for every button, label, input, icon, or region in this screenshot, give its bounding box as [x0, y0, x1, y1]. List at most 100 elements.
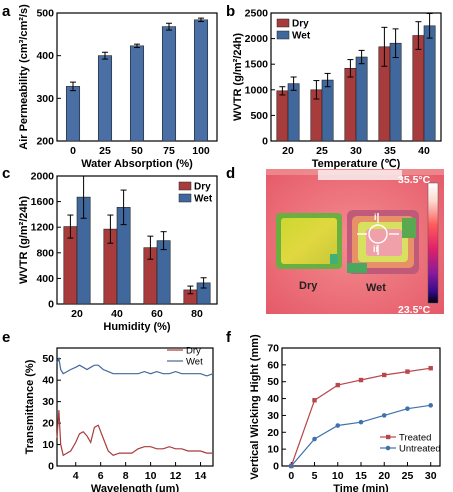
chart-f-point-untreated [428, 403, 434, 408]
chart-a-xtick-label: 0 [70, 145, 76, 157]
chart-c-legend-swatch-wet [178, 193, 192, 203]
chart-e-legend-label: Wet [186, 357, 203, 368]
chart-b-xtick-label: 40 [418, 145, 430, 157]
chart-c-legend-swatch-dry [178, 181, 192, 191]
chart-e-xtick-label: 12 [170, 470, 182, 482]
chart-f-point-untreated [288, 463, 294, 469]
chart-c-xtick-label: 60 [151, 308, 163, 320]
chart-f-xlabel: Time (min) [333, 483, 389, 492]
chart-c-xlabel: Humidity (%) [103, 321, 171, 333]
chart-f-ytick-label: 50 [267, 376, 279, 388]
chart-c-ytick-label: 1200 [31, 222, 55, 234]
panel-label-f: f [226, 329, 232, 346]
chart-e-xlabel: Wavelength (μm) [91, 483, 180, 492]
wet-patch-center [366, 229, 402, 256]
chart-c-ytick-label: 2000 [31, 171, 55, 183]
chart-e-frame [56, 347, 214, 467]
chart-f-point-untreated [358, 419, 364, 425]
chart-a-bar-value [65, 86, 81, 142]
panel-label-a: a [2, 3, 11, 20]
chart-e-xtick-label: 6 [98, 470, 104, 482]
chart-f-point-untreated [405, 406, 410, 411]
thermal-hot-strip [318, 170, 402, 180]
chart-b-bar-wet [355, 56, 368, 142]
chart-f-xtick-label: 5 [312, 470, 318, 482]
marker-ii: ii [373, 244, 378, 254]
thermal-max-label: 35.5°C [398, 174, 431, 186]
chart-c-xtick-label: 40 [111, 308, 123, 320]
chart-f-ytick-label: 60 [267, 359, 279, 371]
chart-f-legend-marker [385, 445, 391, 451]
chart-f-ytick-label: 40 [267, 393, 279, 405]
panel-label-c: c [2, 165, 10, 182]
chart-f-point-untreated [381, 413, 387, 418]
chart-c-ytick-label: 0 [48, 299, 54, 311]
chart-f-point-treated [358, 377, 364, 383]
thermal-image: i ii Dry Wet 35.5°C 23.5°C [266, 169, 444, 316]
chart-b-ytick-label: 2000 [245, 33, 269, 45]
marker-i: i [374, 212, 377, 222]
chart-b-legend-label: Dry [292, 19, 309, 30]
chart-e-legend-label: Dry [186, 346, 201, 357]
chart-e-ytick-label: 30 [42, 396, 54, 408]
chart-a-ylabel: Air Permeability (cm³/cm²/s) [18, 4, 30, 150]
chart-f-point-treated [335, 382, 340, 388]
chart-b-xtick-label: 35 [384, 145, 396, 157]
chart-f-ytick-label: 20 [267, 427, 279, 439]
chart-e-ylabel: Transmittance (%) [24, 359, 36, 454]
chart-b-legend-swatch-dry [276, 18, 290, 28]
chart-e-series-line-dry [56, 410, 213, 457]
thermal-min-label: 23.5°C [398, 304, 431, 316]
chart-e-xtick-label: 4 [73, 470, 79, 482]
chart-a-xtick-label: 100 [192, 145, 210, 157]
chart-b-xtick-label: 20 [282, 145, 294, 157]
chart-a-ytick-label: 500 [36, 8, 54, 20]
chart-a-bar-value [161, 26, 177, 142]
chart-c-ytick-label: 1600 [31, 196, 55, 208]
chart-f-ytick-label: 10 [267, 444, 279, 456]
dry-patch [281, 218, 337, 264]
chart-c-xtick-label: 20 [71, 308, 83, 320]
chart-a-ytick-label: 300 [36, 93, 54, 105]
chart-b-wvtr-temperature: 0 500 1000 1500 2000 2500 20 25 30 35 40 Temperatur… [232, 8, 442, 170]
chart-a-xtick-label: 75 [163, 145, 175, 157]
chart-f-ylabel: Vertical Wicking Hight (mm) [249, 334, 261, 480]
chart-c-wvtr-humidity: 0 400 800 1200 1600 2000 20 40 60 80 Humidity (%) W… [18, 171, 218, 333]
chart-a-xtick-label: 50 [131, 145, 143, 157]
chart-e-ytick-label: 50 [42, 353, 54, 365]
chart-b-xlabel: Temperature (℃) [312, 158, 401, 170]
thermal-wet-label: Wet [366, 282, 386, 294]
chart-b-ytick-label: 500 [250, 110, 268, 122]
panel-label-b: b [226, 3, 235, 20]
chart-f-ytick-label: 70 [267, 343, 279, 355]
chart-b-ytick-label: 1500 [245, 59, 269, 71]
chart-b-ytick-label: 2500 [245, 8, 269, 20]
chart-f-xtick-label: 0 [288, 470, 294, 482]
chart-b-ytick-label: 1000 [245, 84, 269, 96]
chart-f-point-treated [312, 398, 317, 403]
chart-a-bar-value [193, 19, 209, 142]
chart-c-bar-wet [156, 240, 171, 305]
chart-a-bar-value [97, 55, 113, 142]
thermal-dry-label: Dry [299, 280, 318, 292]
panel-label-e: e [2, 329, 10, 346]
chart-c-ylabel: WVTR (g/m²/24h) [18, 196, 30, 284]
chart-a-bar-value [129, 45, 145, 142]
chart-f-wicking: 0 10 20 30 40 50 60 70 0 5 10 15 20 25 30 Time (min) Ver… [249, 334, 441, 492]
chart-b-bar-dry [344, 67, 357, 142]
chart-f-legend-label: Treated [399, 433, 431, 444]
chart-b-bar-wet [321, 79, 334, 142]
chart-f-point-treated [382, 372, 387, 378]
chart-f-legend-marker [386, 434, 391, 440]
chart-f-xtick-label: 15 [355, 470, 367, 482]
chart-a-ytick-label: 200 [36, 136, 54, 148]
chart-f-point-untreated [335, 423, 341, 428]
measurement-circle [368, 224, 388, 244]
chart-f-ytick-label: 30 [267, 410, 279, 422]
chart-c-xtick-label: 80 [191, 308, 203, 320]
chart-e-ytick-label: 40 [42, 375, 54, 387]
chart-b-bar-dry [412, 35, 425, 142]
chart-c-ytick-label: 400 [36, 273, 54, 285]
